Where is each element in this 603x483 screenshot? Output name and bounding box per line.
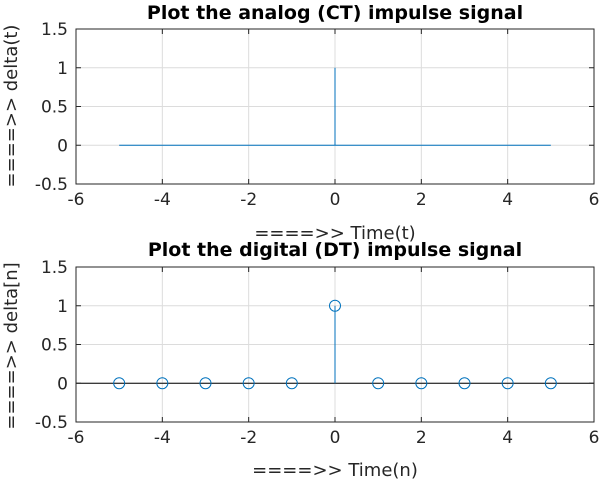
y-tick-label: 1.5 [41,258,68,278]
x-tick-label: 6 [589,428,600,448]
x-tick-label: 0 [330,428,341,448]
stem-marker [415,377,428,390]
stem-marker [544,377,557,390]
x-tick-label: -4 [154,428,171,448]
y-tick-label: 1 [57,59,68,79]
stem-marker [242,377,255,390]
y-tick-label: 1 [57,297,68,317]
y-tick-label: 1.5 [41,20,68,40]
y-tick-label: -0.5 [35,413,68,433]
marks-analog [119,67,551,146]
stem-marker [329,299,341,312]
series-line [119,67,551,146]
ticks-digital: -6 -4 -2 0 2 4 6 -0.5 0 0.5 1 1.5 [35,258,600,448]
stem-marker [501,377,514,390]
subplot-digital: -6 -4 -2 0 2 4 6 -0.5 0 0.5 1 1.5 Plot the digital … [1,239,599,481]
y-tick-label: 0.5 [41,336,68,356]
x-tick-label: 2 [416,428,427,448]
x-tick-label: -2 [240,190,257,210]
x-tick-label: 4 [502,428,513,448]
subplot-analog: -6 -4 -2 0 2 4 6 -0.5 0 0.5 1 1.5 Plot the analog (… [1,2,599,244]
stem-marker [156,377,169,390]
y-axis-label-analog: ====>> delta(t) [1,25,22,188]
x-tick-label: -6 [68,190,85,210]
stem-marker [372,377,385,390]
x-tick-label: -4 [154,190,171,210]
stem-marker [113,377,126,390]
ticks-analog: -6 -4 -2 0 2 4 6 -0.5 0 0.5 1 1.5 [35,20,600,210]
y-axis-label-digital: ====>> delta[n] [1,262,22,429]
x-axis-label-analog: ====>> Time(t) [254,223,415,244]
y-tick-label: -0.5 [35,175,68,195]
chart-title-analog: Plot the analog (CT) impulse signal [147,2,523,24]
x-axis-label-digital: ====>> Time(n) [252,460,418,481]
y-tick-label: 0.5 [41,98,68,118]
stem-marker [199,377,212,390]
chart-title-digital: Plot the digital (DT) impulse signal [148,239,522,261]
x-tick-label: 4 [502,190,513,210]
y-tick-label: 0 [57,136,68,156]
marks-digital [76,299,594,390]
x-tick-label: -6 [68,428,85,448]
x-tick-label: -2 [240,428,257,448]
y-tick-label: 0 [57,374,68,394]
x-tick-label: 0 [330,190,341,210]
x-tick-label: 6 [589,190,600,210]
stem-marker [458,377,471,390]
x-tick-label: 2 [416,190,427,210]
stem-marker [285,377,298,390]
